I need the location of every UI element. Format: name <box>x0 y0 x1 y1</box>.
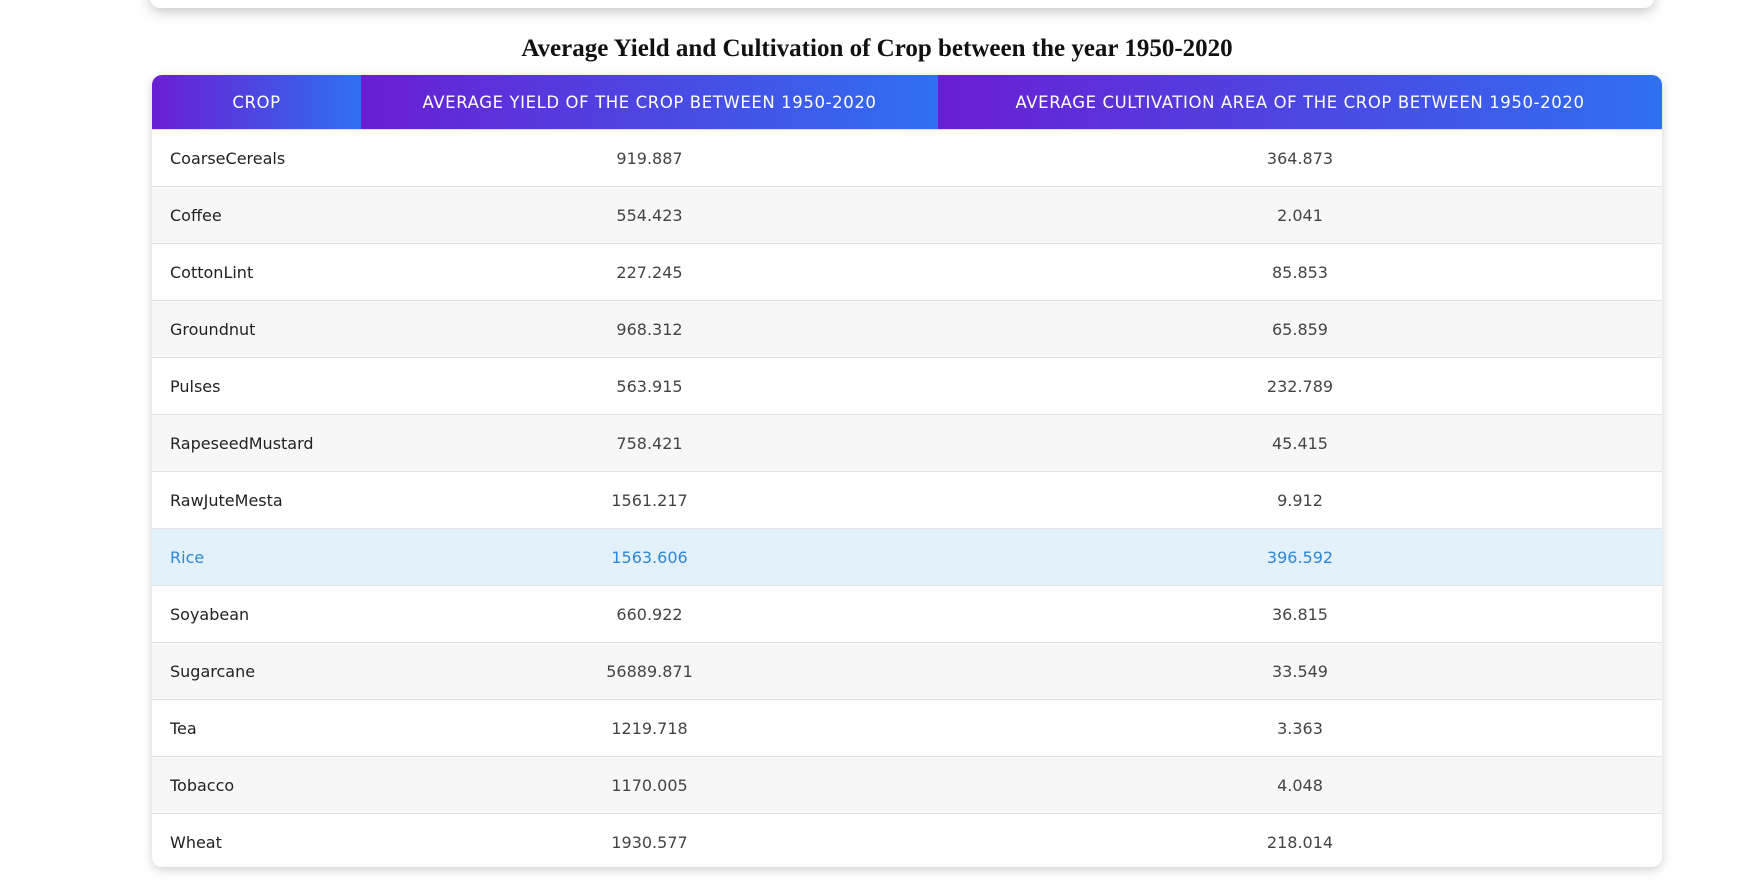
area-cell: 2.041 <box>938 186 1662 244</box>
yield-cell: 227.245 <box>361 243 938 301</box>
table-row[interactable]: Wheat 1930.577 218.014 <box>152 813 1662 867</box>
crop-name-cell: Groundnut <box>152 300 361 358</box>
yield-cell: 1170.005 <box>361 756 938 814</box>
table-row[interactable]: CoarseCereals 919.887 364.873 <box>152 129 1662 187</box>
yield-cell: 554.423 <box>361 186 938 244</box>
crop-name-cell: CottonLint <box>152 243 361 301</box>
crop-name-cell: Wheat <box>152 813 361 867</box>
yield-cell: 1930.577 <box>361 813 938 867</box>
area-cell: 232.789 <box>938 357 1662 415</box>
table-row[interactable]: RapeseedMustard 758.421 45.415 <box>152 414 1662 472</box>
yield-cell: 1561.217 <box>361 471 938 529</box>
area-cell: 4.048 <box>938 756 1662 814</box>
crop-name-cell: CoarseCereals <box>152 129 361 187</box>
crop-name-cell: RawJuteMesta <box>152 471 361 529</box>
top-card <box>150 0 1654 8</box>
crop-name-cell: Pulses <box>152 357 361 415</box>
table-row[interactable]: Rice 1563.606 396.592 <box>152 528 1662 586</box>
table-body: CoarseCereals 919.887 364.873 Coffee 554… <box>152 129 1662 867</box>
crop-table-card: CROP AVERAGE YIELD OF THE CROP BETWEEN 1… <box>152 75 1662 867</box>
table-row[interactable]: Tobacco 1170.005 4.048 <box>152 756 1662 814</box>
crop-name-cell: Sugarcane <box>152 642 361 700</box>
yield-cell: 968.312 <box>361 300 938 358</box>
area-cell: 45.415 <box>938 414 1662 472</box>
table-row[interactable]: Sugarcane 56889.871 33.549 <box>152 642 1662 700</box>
crop-table: CROP AVERAGE YIELD OF THE CROP BETWEEN 1… <box>152 75 1662 867</box>
table-row[interactable]: Coffee 554.423 2.041 <box>152 186 1662 244</box>
area-cell: 364.873 <box>938 129 1662 187</box>
table-row[interactable]: Groundnut 968.312 65.859 <box>152 300 1662 358</box>
table-header-row: CROP AVERAGE YIELD OF THE CROP BETWEEN 1… <box>152 75 1662 130</box>
page-title: Average Yield and Cultivation of Crop be… <box>521 34 1233 62</box>
table-row[interactable]: CottonLint 227.245 85.853 <box>152 243 1662 301</box>
table-row[interactable]: Soyabean 660.922 36.815 <box>152 585 1662 643</box>
header-average-yield[interactable]: AVERAGE YIELD OF THE CROP BETWEEN 1950-2… <box>361 75 938 130</box>
area-cell: 218.014 <box>938 813 1662 867</box>
yield-cell: 1219.718 <box>361 699 938 757</box>
table-row[interactable]: RawJuteMesta 1561.217 9.912 <box>152 471 1662 529</box>
yield-cell: 56889.871 <box>361 642 938 700</box>
crop-name-cell: Tea <box>152 699 361 757</box>
area-cell: 85.853 <box>938 243 1662 301</box>
area-cell: 65.859 <box>938 300 1662 358</box>
crop-name-cell: Coffee <box>152 186 361 244</box>
crop-name-cell: Soyabean <box>152 585 361 643</box>
yield-cell: 660.922 <box>361 585 938 643</box>
area-cell: 9.912 <box>938 471 1662 529</box>
yield-cell: 919.887 <box>361 129 938 187</box>
crop-name-cell: Rice <box>152 528 361 586</box>
area-cell: 36.815 <box>938 585 1662 643</box>
table-row[interactable]: Pulses 563.915 232.789 <box>152 357 1662 415</box>
crop-name-cell: Tobacco <box>152 756 361 814</box>
yield-cell: 1563.606 <box>361 528 938 586</box>
crop-name-cell: RapeseedMustard <box>152 414 361 472</box>
header-average-cultivation-area[interactable]: AVERAGE CULTIVATION AREA OF THE CROP BET… <box>938 75 1662 130</box>
area-cell: 33.549 <box>938 642 1662 700</box>
yield-cell: 758.421 <box>361 414 938 472</box>
table-row[interactable]: Tea 1219.718 3.363 <box>152 699 1662 757</box>
area-cell: 396.592 <box>938 528 1662 586</box>
area-cell: 3.363 <box>938 699 1662 757</box>
yield-cell: 563.915 <box>361 357 938 415</box>
header-crop[interactable]: CROP <box>152 75 361 130</box>
